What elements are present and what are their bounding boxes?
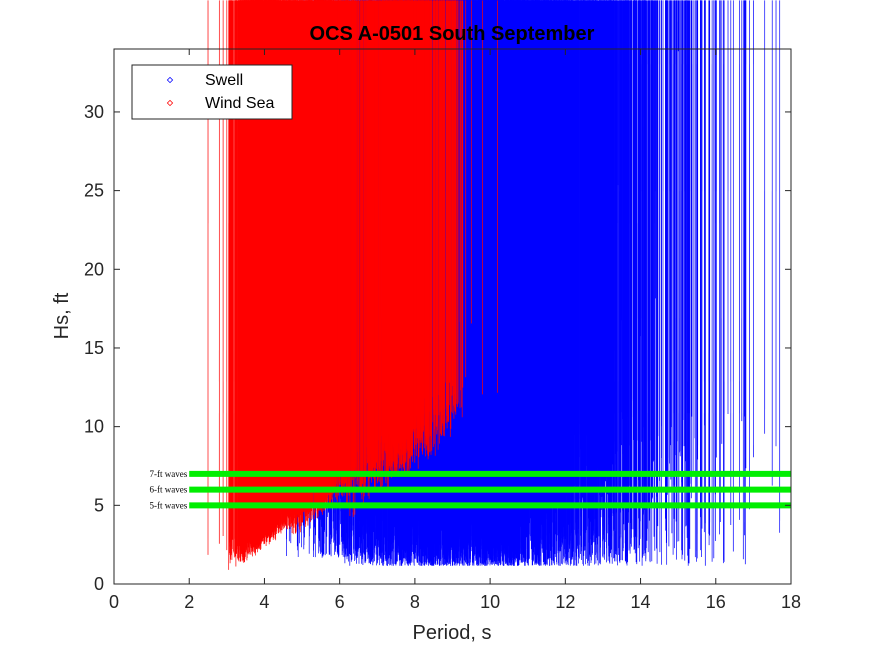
data-points-layer [207,0,781,570]
